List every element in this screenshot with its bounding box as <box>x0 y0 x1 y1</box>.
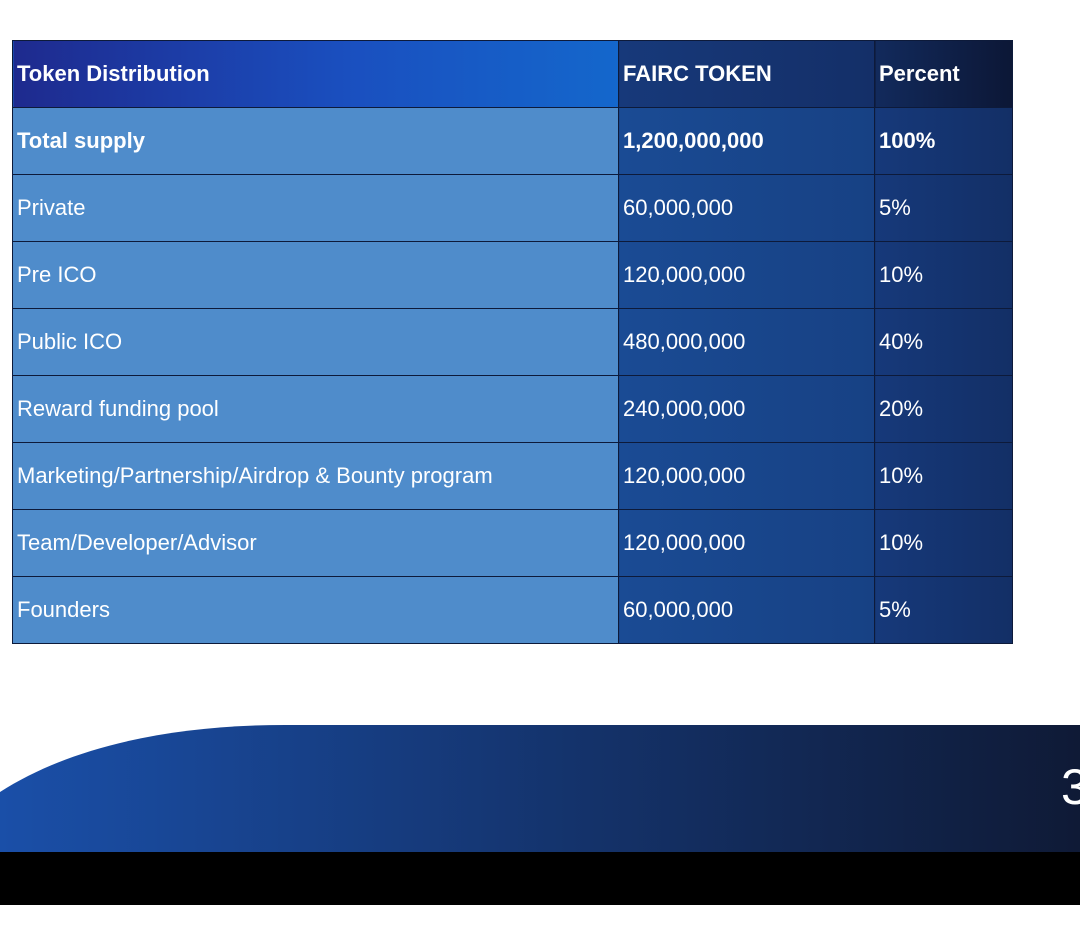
row-amount: 120,000,000 <box>618 442 875 510</box>
row-percent: 10% <box>874 509 1013 577</box>
row-name: Marketing/Partnership/Airdrop & Bounty p… <box>12 442 619 510</box>
table-row: Founders 60,000,000 5% <box>12 576 1013 644</box>
row-name: Team/Developer/Advisor <box>12 509 619 577</box>
footer-wave-band <box>0 725 1080 852</box>
page-number: 3 <box>1061 759 1080 815</box>
row-name: Total supply <box>12 107 619 175</box>
row-percent: 10% <box>874 241 1013 309</box>
row-amount: 60,000,000 <box>618 174 875 242</box>
row-name: Founders <box>12 576 619 644</box>
header-token-distribution: Token Distribution <box>12 40 619 108</box>
table-row-total-supply: Total supply 1,200,000,000 100% <box>12 107 1013 175</box>
row-percent: 40% <box>874 308 1013 376</box>
row-amount: 120,000,000 <box>618 241 875 309</box>
row-amount: 480,000,000 <box>618 308 875 376</box>
row-amount: 60,000,000 <box>618 576 875 644</box>
row-amount: 240,000,000 <box>618 375 875 443</box>
row-name: Reward funding pool <box>12 375 619 443</box>
table-row: Pre ICO 120,000,000 10% <box>12 241 1013 309</box>
row-percent: 20% <box>874 375 1013 443</box>
row-percent: 10% <box>874 442 1013 510</box>
row-amount: 120,000,000 <box>618 509 875 577</box>
row-amount: 1,200,000,000 <box>618 107 875 175</box>
token-distribution-table: Token Distribution FAIRC TOKEN Percent T… <box>12 40 1013 644</box>
header-fairc-token: FAIRC TOKEN <box>618 40 875 108</box>
row-percent: 5% <box>874 174 1013 242</box>
table-row: Private 60,000,000 5% <box>12 174 1013 242</box>
table-header-row: Token Distribution FAIRC TOKEN Percent <box>12 40 1013 108</box>
row-name: Public ICO <box>12 308 619 376</box>
row-percent: 100% <box>874 107 1013 175</box>
bottom-black-bar <box>0 852 1080 905</box>
table-row: Team/Developer/Advisor 120,000,000 10% <box>12 509 1013 577</box>
table-row: Reward funding pool 240,000,000 20% <box>12 375 1013 443</box>
row-percent: 5% <box>874 576 1013 644</box>
table-row: Public ICO 480,000,000 40% <box>12 308 1013 376</box>
row-name: Pre ICO <box>12 241 619 309</box>
table-row: Marketing/Partnership/Airdrop & Bounty p… <box>12 442 1013 510</box>
header-percent: Percent <box>874 40 1013 108</box>
row-name: Private <box>12 174 619 242</box>
